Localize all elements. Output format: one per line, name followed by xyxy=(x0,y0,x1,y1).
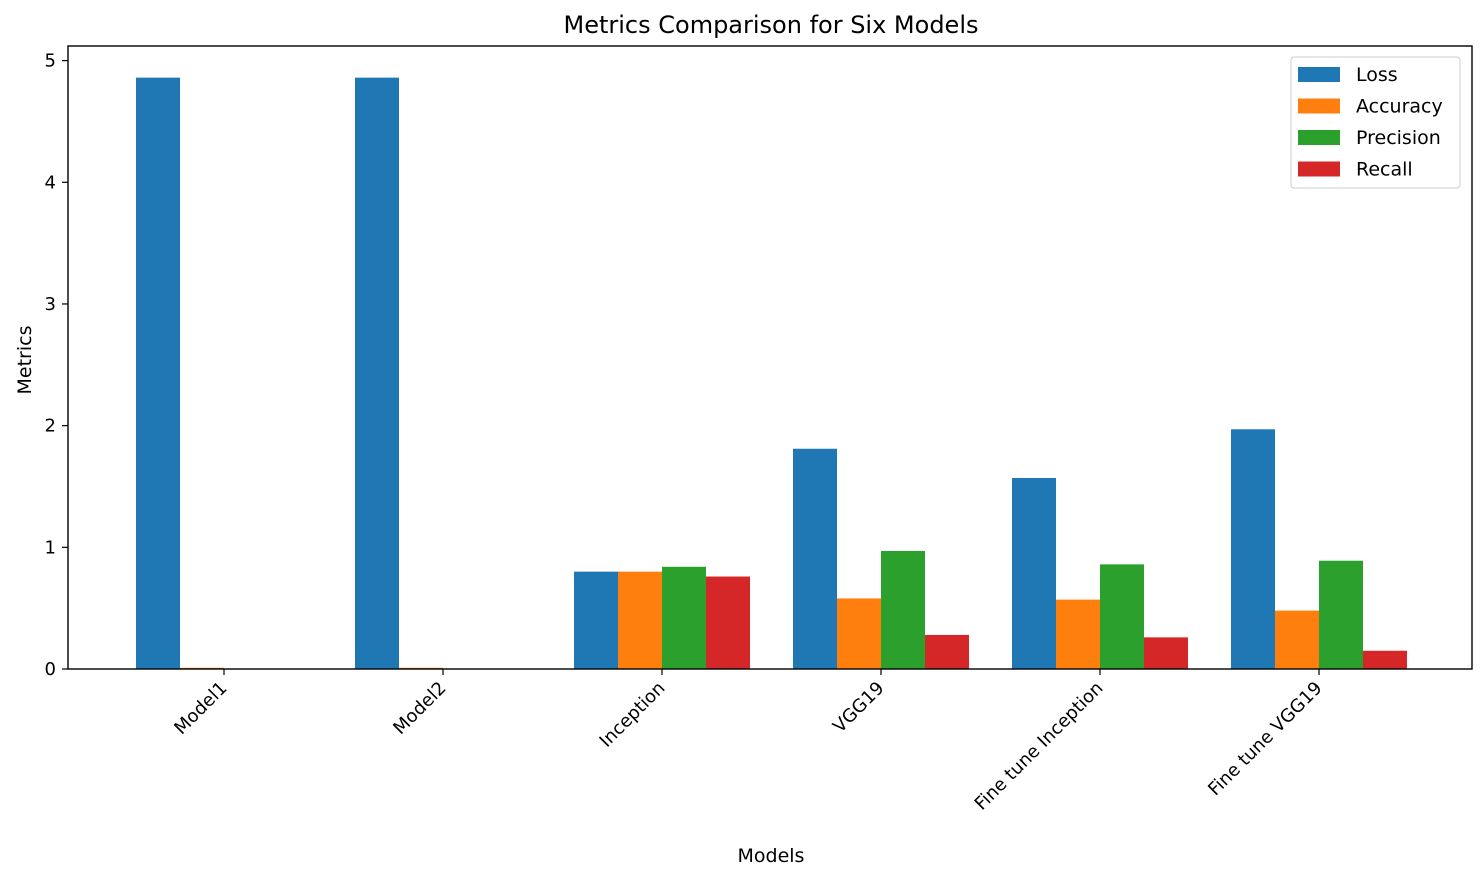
bar-precision-5 xyxy=(1100,564,1144,669)
y-tick-label: 1 xyxy=(45,537,56,558)
bar-recall-5 xyxy=(1144,637,1188,669)
legend-swatch-precision xyxy=(1298,130,1340,145)
x-tick-label: Fine tune Inception xyxy=(971,678,1108,815)
legend-swatch-loss xyxy=(1298,67,1340,82)
bars-group xyxy=(136,77,1407,669)
bar-recall-6 xyxy=(1363,650,1407,669)
x-tick-label: Fine tune VGG19 xyxy=(1204,678,1326,800)
y-tick-label: 4 xyxy=(45,172,56,193)
bar-loss-4 xyxy=(793,448,837,669)
bar-accuracy-5 xyxy=(1056,599,1100,669)
y-axis-label: Metrics xyxy=(14,326,36,395)
x-tick-label: Model2 xyxy=(389,678,450,739)
bar-loss-2 xyxy=(355,77,399,669)
legend-label-precision: Precision xyxy=(1356,127,1441,149)
y-tick-label: 2 xyxy=(45,416,56,437)
x-tick-label: Model1 xyxy=(170,678,231,739)
legend: Loss Accuracy Precision Recall xyxy=(1290,56,1461,189)
legend-swatch-recall xyxy=(1298,161,1340,177)
y-axis: 0 1 2 3 4 5 xyxy=(45,51,68,680)
x-tick-label: Inception xyxy=(596,678,670,752)
bar-precision-4 xyxy=(881,550,925,669)
bar-accuracy-4 xyxy=(837,598,881,669)
bar-loss-1 xyxy=(136,77,180,669)
bar-loss-3 xyxy=(574,571,618,669)
y-tick-label: 5 xyxy=(45,51,56,72)
x-axis: Model1 Model2 Inception VGG19 Fine tune Ince… xyxy=(170,669,1327,815)
x-axis-label: Models xyxy=(738,845,805,867)
legend-label-accuracy: Accuracy xyxy=(1356,96,1443,118)
bar-recall-3 xyxy=(706,576,750,669)
legend-label-loss: Loss xyxy=(1356,64,1398,86)
x-tick-label: VGG19 xyxy=(829,678,888,737)
bar-precision-3 xyxy=(662,566,706,669)
bar-precision-6 xyxy=(1319,560,1363,669)
bar-loss-6 xyxy=(1231,429,1275,669)
y-tick-label: 3 xyxy=(45,294,56,315)
legend-swatch-accuracy xyxy=(1298,98,1340,114)
bar-recall-4 xyxy=(925,634,969,669)
legend-box xyxy=(1290,56,1461,189)
chart-title: Metrics Comparison for Six Models xyxy=(564,11,979,39)
plot-frame xyxy=(67,45,1473,670)
bar-loss-5 xyxy=(1012,477,1056,669)
legend-label-recall: Recall xyxy=(1356,159,1413,181)
bar-accuracy-3 xyxy=(618,571,662,669)
bar-accuracy-6 xyxy=(1275,610,1319,669)
y-tick-label: 0 xyxy=(45,659,56,680)
